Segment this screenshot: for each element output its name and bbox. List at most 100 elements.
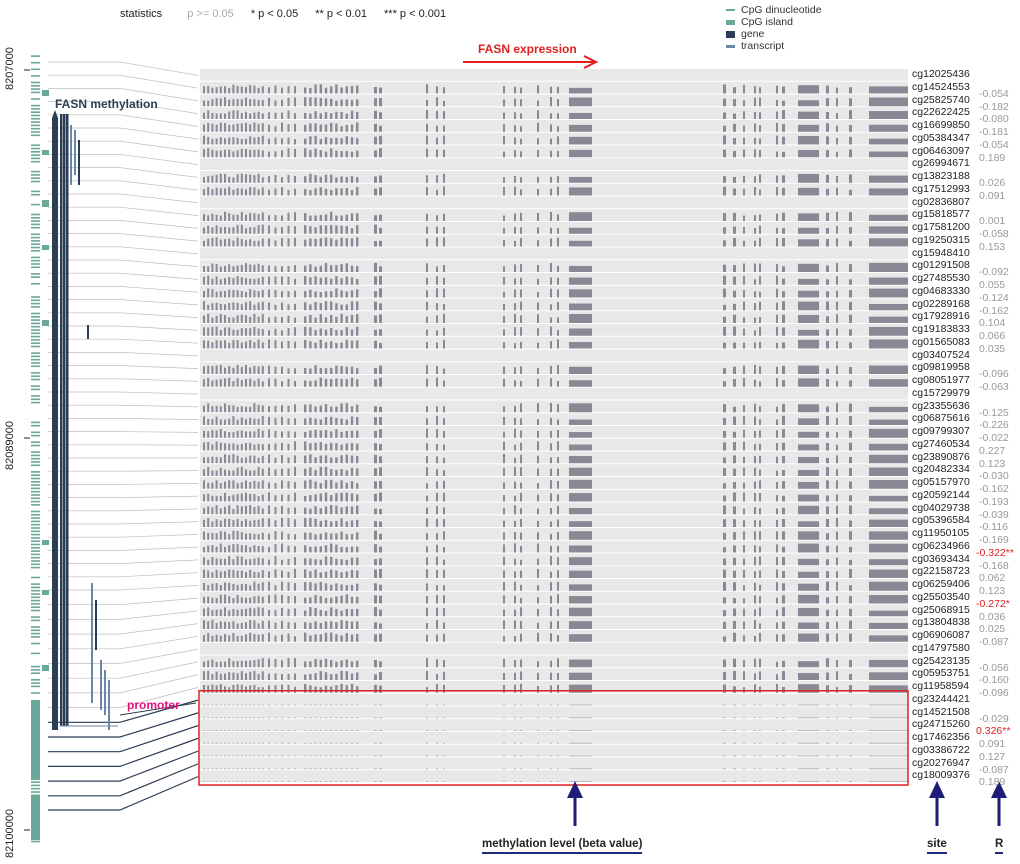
row-background [200, 489, 908, 502]
methylation-bar [356, 279, 359, 285]
methylation-bar [261, 687, 264, 693]
methylation-bar [287, 291, 290, 298]
methylation-bar [294, 768, 296, 770]
methylation-bar [733, 468, 736, 476]
methylation-bar [743, 621, 745, 629]
methylation-bar [274, 340, 277, 349]
annotations [24, 55, 1007, 831]
methylation-arrow-head [567, 781, 583, 798]
methylation-bar [309, 113, 312, 119]
methylation-bar [211, 149, 214, 158]
methylation-bar [836, 138, 838, 145]
methylation-bar [211, 380, 214, 387]
methylation-bar [287, 507, 290, 515]
methylation-bar [836, 125, 838, 132]
methylation-bar [203, 671, 205, 680]
methylation-bar [340, 670, 343, 680]
methylation-bar [240, 755, 243, 757]
methylation-bar [849, 660, 852, 668]
methylation-bar [228, 704, 231, 706]
site-label: cg18009376 [912, 769, 970, 782]
methylation-bar [257, 717, 260, 719]
methylation-bar [426, 175, 428, 183]
methylation-bar [257, 659, 260, 668]
methylation-bar [287, 781, 290, 782]
methylation-bar [733, 658, 736, 668]
methylation-bar [340, 444, 343, 451]
methylation-bar [514, 380, 516, 387]
methylation-bar [240, 139, 243, 145]
methylation-bar [232, 302, 235, 311]
methylation-bar [537, 100, 539, 107]
methylation-bar [203, 569, 205, 578]
site-connector [48, 661, 199, 679]
methylation-bar [426, 755, 428, 757]
methylation-row [200, 706, 908, 719]
methylation-bar [261, 276, 264, 285]
methylation-bar [374, 276, 377, 285]
methylation-bar [232, 405, 235, 413]
methylation-bar [330, 315, 333, 323]
row-background [200, 400, 908, 413]
methylation-bar [330, 768, 333, 770]
methylation-bar [268, 742, 270, 744]
methylation-bar [514, 704, 516, 706]
methylation-bar [550, 660, 552, 668]
cpg-dinucleotide [31, 398, 40, 401]
methylation-bar [514, 444, 516, 451]
site-label: cg01565083 [912, 335, 970, 348]
methylation-bar [219, 571, 222, 578]
methylation-bar [211, 495, 214, 502]
methylation-bar [443, 671, 445, 680]
methylation-bar [274, 240, 277, 247]
methylation-bar [249, 470, 252, 476]
methylation-bar [537, 150, 539, 158]
correlation-value: -0.039 [979, 508, 1009, 521]
methylation-bar [253, 99, 256, 107]
methylation-bar [257, 768, 260, 770]
methylation-bar [743, 482, 745, 489]
methylation-bar [219, 457, 222, 464]
methylation-bar [319, 314, 322, 323]
methylation-bar [203, 149, 205, 158]
methylation-bar [211, 583, 214, 591]
methylation-bar [228, 569, 231, 578]
row-background [200, 604, 908, 617]
methylation-bar [215, 661, 218, 668]
methylation-bar [557, 581, 559, 591]
cpg-dinucleotide [31, 563, 40, 566]
methylation-bar [723, 558, 726, 566]
site-label: cg27485530 [912, 272, 970, 284]
methylation-bar [514, 343, 516, 349]
row-background [200, 260, 908, 272]
methylation-bar [215, 505, 218, 515]
methylation-bar [503, 112, 505, 119]
methylation-bar [211, 326, 214, 336]
methylation-row [200, 681, 908, 693]
methylation-bar [319, 493, 322, 502]
methylation-bar [245, 457, 247, 464]
methylation-bar [723, 717, 726, 719]
methylation-row [200, 528, 908, 540]
methylation-bar [436, 730, 438, 731]
transcript [100, 660, 102, 710]
methylation-bar [294, 175, 296, 183]
methylation-bar [215, 187, 218, 196]
methylation-bar [733, 113, 736, 119]
correlation-value: -0.058 [979, 228, 1009, 240]
methylation-bar [330, 238, 333, 247]
methylation-bar [219, 188, 222, 196]
methylation-bar [287, 673, 290, 680]
methylation-bar [287, 276, 290, 285]
methylation-bar [436, 585, 438, 591]
site-connector [48, 521, 199, 525]
methylation-bar [869, 595, 908, 604]
methylation-bar [374, 215, 377, 221]
methylation-bar [215, 113, 218, 119]
methylation-bar [249, 717, 252, 719]
methylation-bar [776, 135, 778, 145]
methylation-bar [537, 302, 539, 311]
methylation-bar [294, 317, 296, 323]
methylation-bar [782, 660, 785, 668]
methylation-bar [826, 768, 829, 770]
